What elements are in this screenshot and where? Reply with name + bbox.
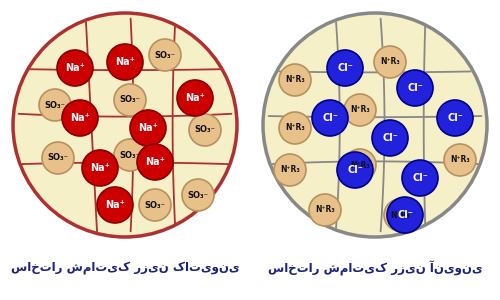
Text: SO₃⁻: SO₃⁻	[194, 125, 216, 134]
Circle shape	[444, 144, 476, 176]
Circle shape	[344, 94, 376, 126]
Circle shape	[309, 194, 341, 226]
Text: N⁺R₃: N⁺R₃	[350, 106, 370, 115]
Circle shape	[149, 39, 181, 71]
Circle shape	[279, 64, 311, 96]
Circle shape	[114, 84, 146, 116]
Circle shape	[13, 13, 237, 237]
Text: Cl⁻: Cl⁻	[322, 113, 338, 123]
Circle shape	[274, 154, 306, 186]
Circle shape	[137, 144, 173, 180]
Circle shape	[97, 187, 133, 223]
Text: N⁺R₃: N⁺R₃	[285, 124, 305, 133]
Text: SO₃⁻: SO₃⁻	[48, 154, 68, 163]
Text: N⁺R₃: N⁺R₃	[390, 211, 410, 220]
Text: Na⁺: Na⁺	[185, 93, 205, 103]
Circle shape	[337, 152, 373, 188]
Circle shape	[177, 80, 213, 116]
Text: Cl⁻: Cl⁻	[337, 63, 353, 73]
Text: N⁺R₃: N⁺R₃	[350, 160, 370, 169]
Text: Cl⁻: Cl⁻	[412, 173, 428, 183]
Text: Cl⁻: Cl⁻	[347, 165, 363, 175]
Circle shape	[39, 89, 71, 121]
Text: Cl⁻: Cl⁻	[447, 113, 463, 123]
Text: Na⁺: Na⁺	[70, 113, 90, 123]
Text: SO₃⁻: SO₃⁻	[44, 100, 66, 109]
Circle shape	[374, 46, 406, 78]
Text: Cl⁻: Cl⁻	[407, 83, 423, 93]
Text: Na⁺: Na⁺	[145, 157, 165, 167]
Circle shape	[62, 100, 98, 136]
Circle shape	[327, 50, 363, 86]
Circle shape	[42, 142, 74, 174]
Text: N⁺R₃: N⁺R₃	[380, 58, 400, 67]
Circle shape	[397, 70, 433, 106]
Text: Na⁺: Na⁺	[105, 200, 125, 210]
Text: Cl⁻: Cl⁻	[397, 210, 413, 220]
Circle shape	[182, 179, 214, 211]
Text: SO₃⁻: SO₃⁻	[154, 50, 176, 59]
Text: SO₃⁻: SO₃⁻	[144, 200, 166, 209]
Text: Na⁺: Na⁺	[65, 63, 85, 73]
Text: N⁺R₃: N⁺R₃	[280, 166, 300, 175]
Circle shape	[384, 199, 416, 231]
Text: N⁺R₃: N⁺R₃	[285, 76, 305, 85]
Text: N⁺R₃: N⁺R₃	[450, 155, 470, 164]
Text: SO₃⁻: SO₃⁻	[120, 151, 141, 160]
Text: Na⁺: Na⁺	[90, 163, 110, 173]
Text: Na⁺: Na⁺	[138, 123, 158, 133]
Circle shape	[263, 13, 487, 237]
Circle shape	[402, 160, 438, 196]
Text: ساختار شماتیک رزین کاتیونی: ساختار شماتیک رزین کاتیونی	[10, 262, 239, 275]
Text: Na⁺: Na⁺	[115, 57, 135, 67]
Text: SO₃⁻: SO₃⁻	[188, 190, 208, 200]
Circle shape	[107, 44, 143, 80]
Text: N⁺R₃: N⁺R₃	[315, 206, 335, 214]
Circle shape	[130, 110, 166, 146]
Text: SO₃⁻: SO₃⁻	[120, 95, 141, 104]
Circle shape	[437, 100, 473, 136]
Circle shape	[57, 50, 93, 86]
Circle shape	[139, 189, 171, 221]
Circle shape	[344, 149, 376, 181]
Circle shape	[114, 139, 146, 171]
Circle shape	[279, 112, 311, 144]
Circle shape	[387, 197, 423, 233]
Text: Cl⁻: Cl⁻	[382, 133, 398, 143]
Circle shape	[189, 114, 221, 146]
Circle shape	[372, 120, 408, 156]
Circle shape	[82, 150, 118, 186]
Circle shape	[312, 100, 348, 136]
Text: ساختار شماتیک رزین آنیونی: ساختار شماتیک رزین آنیونی	[268, 260, 482, 276]
